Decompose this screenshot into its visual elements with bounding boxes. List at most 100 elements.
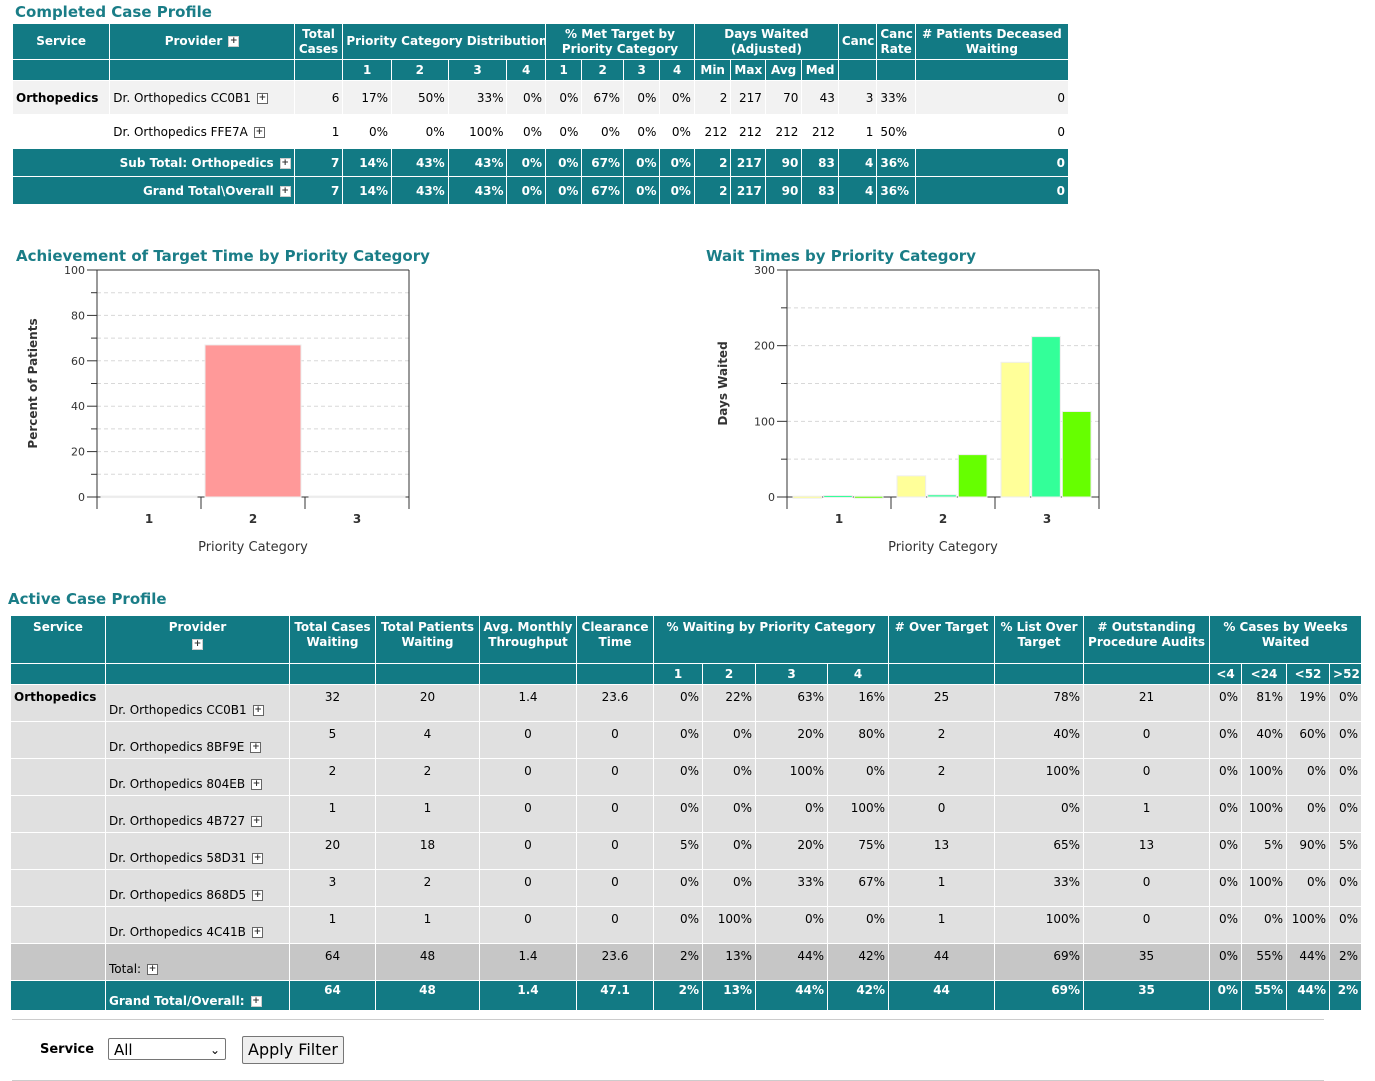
total-label[interactable]: Total: + <box>105 943 290 981</box>
subtotal-label[interactable]: Sub Total: Orthopedics + <box>12 148 295 177</box>
w3-cell: 90% <box>1286 832 1331 870</box>
clr-cell: 0 <box>576 721 654 759</box>
provider-cell[interactable]: Dr. Orthopedics 804EB + <box>105 758 290 796</box>
p1-cell: 0% <box>653 906 703 944</box>
list-over-cell: 33% <box>994 869 1085 907</box>
expand-icon[interactable]: + <box>256 92 268 104</box>
audits-cell: 0 <box>1083 758 1211 796</box>
list-over-cell: 100% <box>994 906 1085 944</box>
provider-cell[interactable]: Dr. Orthopedics 8BF9E + <box>105 721 290 759</box>
list-over-cell: 40% <box>994 721 1085 759</box>
w1-cell: 0% <box>1209 869 1243 907</box>
expand-icon[interactable]: + <box>192 639 203 650</box>
canc-cell: 4 <box>837 148 878 177</box>
chart2-title: Wait Times by Priority Category <box>706 247 976 265</box>
max-cell: 212 <box>730 114 766 149</box>
amt-cell: 0 <box>479 758 577 796</box>
expand-icon[interactable]: + <box>279 157 291 169</box>
w4-cell: 0% <box>1329 869 1363 907</box>
met-4-cell: 0% <box>659 176 695 205</box>
p3-cell: 20% <box>755 721 828 759</box>
w2-cell: 100% <box>1241 758 1288 796</box>
provider-cell[interactable]: Dr. Orthopedics CC0B1 + <box>105 684 290 722</box>
expand-icon[interactable]: + <box>228 36 240 47</box>
provider-cell[interactable]: Dr. Orthopedics 4B727 + <box>105 795 290 833</box>
audits-cell: 1 <box>1083 795 1211 833</box>
amt-cell: 0 <box>479 906 577 944</box>
tcw-cell: 2 <box>289 758 376 796</box>
tcw-cell: 32 <box>289 684 376 722</box>
expand-icon[interactable]: + <box>253 126 265 138</box>
service-cell <box>11 114 111 149</box>
max-cell: 217 <box>730 80 766 115</box>
tcw-cell: 1 <box>289 795 376 833</box>
expand-icon[interactable]: + <box>251 927 263 938</box>
header-min: Min <box>693 59 732 81</box>
min-cell: 2 <box>693 148 732 177</box>
provider-cell[interactable]: Dr. Orthopedics 58D31 + <box>105 832 290 870</box>
deceased-cell: 0 <box>914 148 1070 177</box>
tpw-cell: 1 <box>375 906 480 944</box>
expand-icon[interactable]: + <box>251 816 263 827</box>
header-provider[interactable]: Provider + <box>109 23 295 60</box>
dist-1-cell: 17% <box>342 80 392 115</box>
amt-cell: 0 <box>479 869 577 907</box>
med-cell: 212 <box>801 114 839 149</box>
w1-cell: 0% <box>1209 832 1243 870</box>
clr-cell: 0 <box>576 869 654 907</box>
provider-cell[interactable]: Dr. Orthopedics CC0B1 + <box>109 80 295 115</box>
p2-cell: 22% <box>702 684 756 722</box>
completed-title: Completed Case Profile <box>15 3 212 21</box>
bar <box>792 495 823 499</box>
over-cell: 44 <box>888 943 996 981</box>
p3-cell: 63% <box>755 684 828 722</box>
total-cell: 6 <box>293 80 344 115</box>
over-cell: 1 <box>888 869 996 907</box>
x-axis-label: Priority Category <box>888 540 998 555</box>
expand-icon[interactable]: + <box>279 185 291 197</box>
header-outstanding-audits: # Outstanding Procedure Audits <box>1083 615 1211 664</box>
service-select-value: All <box>114 1041 133 1059</box>
x-tick-label: 1 <box>145 512 153 526</box>
provider-cell[interactable]: Dr. Orthopedics 4C41B + <box>105 906 290 944</box>
bar <box>308 495 406 499</box>
header-dist-1: 1 <box>342 59 392 81</box>
expand-icon[interactable]: + <box>147 964 159 975</box>
expand-icon[interactable]: + <box>251 779 263 790</box>
expand-icon[interactable]: + <box>252 890 264 901</box>
met-3-cell: 0% <box>622 80 661 115</box>
tpw-cell: 20 <box>375 684 480 722</box>
dist-4-cell: 0% <box>506 148 546 177</box>
w4-cell: 0% <box>1329 684 1363 722</box>
apply-filter-button[interactable]: Apply Filter <box>242 1036 344 1064</box>
header-p3: 3 <box>755 663 828 685</box>
bar <box>823 494 853 498</box>
med-cell: 43 <box>801 80 839 115</box>
grand-total-label[interactable]: Grand Total/Overall: + <box>105 980 290 1011</box>
med-cell: 83 <box>801 176 839 205</box>
provider-cell[interactable]: Dr. Orthopedics 868D5 + <box>105 869 290 907</box>
header-deceased: # Patients Deceased Waiting <box>914 23 1070 60</box>
achievement-chart: 0 20 40 60 80 100 1 2 3 Priority Category Percent … <box>26 264 410 555</box>
header-priority-distribution: Priority Category Distribution <box>342 23 546 60</box>
header-provider[interactable]: Provider + <box>105 615 290 664</box>
header-total-cases: Total Cases <box>293 23 344 60</box>
bar <box>927 494 957 498</box>
expand-icon[interactable]: + <box>252 705 264 716</box>
active-table: Service Provider + Total Cases Waiting To… <box>10 615 1363 1011</box>
provider-cell[interactable]: Dr. Orthopedics FFE7A + <box>109 114 295 149</box>
met-1-cell: 0% <box>544 148 583 177</box>
y-tick-label: 300 <box>754 264 775 277</box>
service-select[interactable]: All ⌄ <box>108 1038 226 1060</box>
p1-cell: 0% <box>653 721 703 759</box>
expand-icon[interactable]: + <box>252 853 264 864</box>
met-4-cell: 0% <box>659 148 695 177</box>
tcw-cell: 1 <box>289 906 376 944</box>
grand-total-label[interactable]: Grand Total\Overall + <box>12 176 295 205</box>
service-cell <box>10 832 106 870</box>
dist-1-cell: 14% <box>342 148 392 177</box>
tpw-cell: 1 <box>375 795 480 833</box>
expand-icon[interactable]: + <box>250 996 262 1007</box>
expand-icon[interactable]: + <box>250 742 262 753</box>
met-2-cell: 67% <box>581 148 624 177</box>
